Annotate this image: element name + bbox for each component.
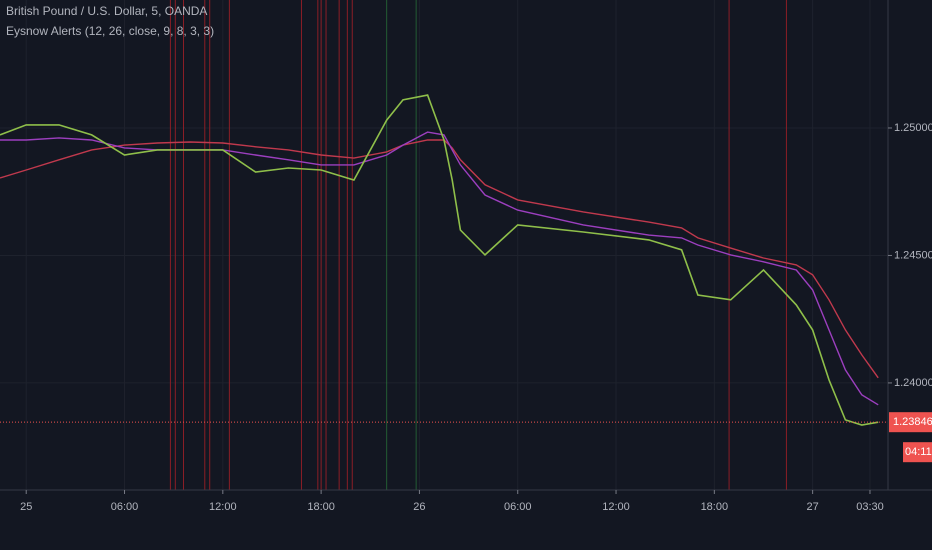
indicator-title: Eysnow Alerts (12, 26, close, 9, 8, 3, 3… <box>6 24 214 38</box>
y-tick-label: 1.25000 <box>894 122 932 134</box>
x-tick-label: 06:00 <box>111 501 139 513</box>
x-tick-label: 12:00 <box>602 501 630 513</box>
last-price-label: 1.23846 <box>893 416 932 428</box>
x-tick-label: 18:00 <box>307 501 335 513</box>
x-tick-label: 03:30 <box>856 501 884 513</box>
x-tick-label: 25 <box>20 501 32 513</box>
chart-title: British Pound / U.S. Dollar, 5, OANDA <box>6 4 207 18</box>
series-line <box>0 139 879 379</box>
countdown-box <box>903 442 932 463</box>
x-tick-label: 27 <box>807 501 819 513</box>
countdown: 04:11 <box>905 446 932 458</box>
x-tick-label: 18:00 <box>701 501 729 513</box>
y-tick-label: 1.24000 <box>894 377 932 389</box>
x-tick-label: 06:00 <box>504 501 532 513</box>
y-tick-label: 1.24500 <box>894 249 932 261</box>
x-tick-label: 26 <box>413 501 425 513</box>
series-line <box>0 94 879 426</box>
last-price-box <box>889 412 932 433</box>
x-tick-label: 12:00 <box>209 501 237 513</box>
